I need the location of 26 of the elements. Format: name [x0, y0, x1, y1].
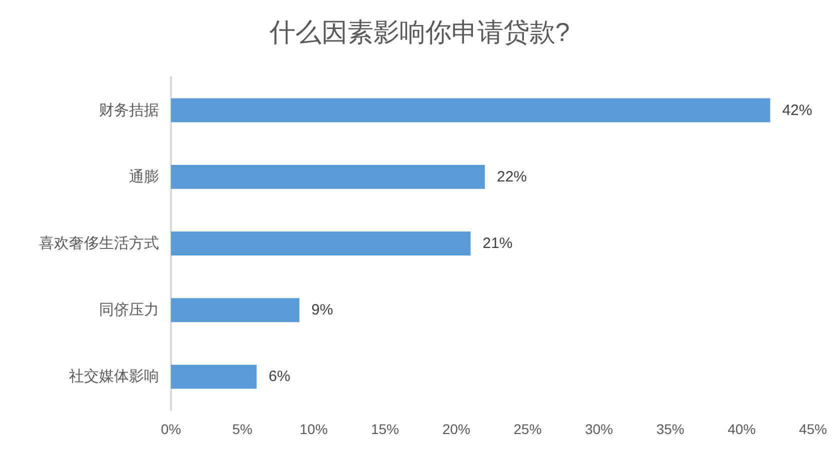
data-label: 21% [482, 235, 513, 252]
x-tick-label: 0% [160, 421, 182, 437]
data-label: 22% [496, 168, 527, 186]
bar [171, 164, 485, 189]
data-label: 6% [268, 368, 290, 386]
x-tick-label: 35% [656, 421, 684, 437]
x-tick-label: 45% [798, 421, 828, 437]
y-tick-label: 同侪压力 [99, 302, 159, 319]
data-label: 42% [782, 102, 812, 119]
bar [171, 298, 300, 322]
x-tick-label: 30% [584, 421, 614, 437]
x-tick-label: 15% [370, 421, 400, 437]
y-tick-label: 喜欢奢侈生活方式 [39, 235, 159, 252]
y-tick-label: 财务拮据 [99, 102, 159, 119]
x-tick-label: 5% [232, 421, 252, 437]
chart-title: 什么因素影响你申请贷款? [268, 17, 570, 47]
bar [171, 232, 471, 256]
y-tick-label: 通膨 [129, 168, 159, 186]
x-tick-label: 25% [514, 421, 542, 437]
y-tick-label: 社交媒体影响 [69, 368, 159, 386]
x-tick-label: 40% [728, 421, 756, 437]
x-tick-label: 20% [442, 421, 470, 437]
bar [171, 364, 257, 389]
bar [171, 98, 770, 122]
data-label: 9% [311, 302, 334, 319]
x-tick-label: 10% [300, 421, 328, 437]
